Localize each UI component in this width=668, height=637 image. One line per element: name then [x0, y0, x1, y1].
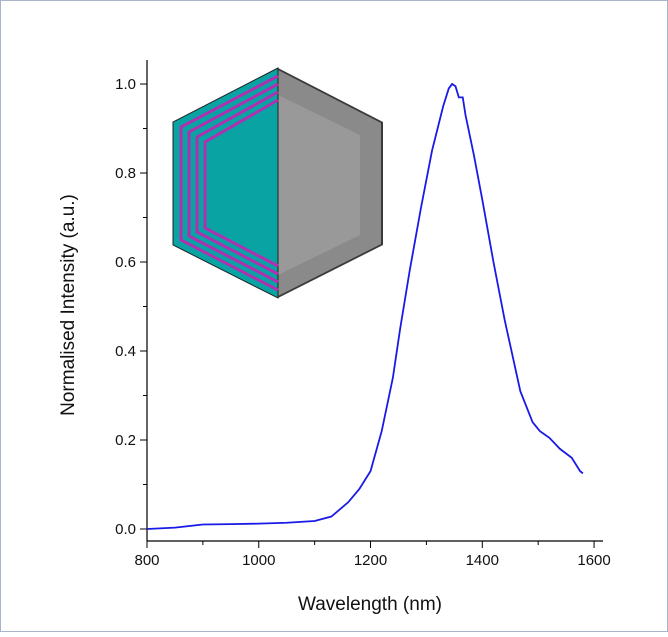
y-tick-label: 0.8	[115, 165, 136, 182]
y-axis-title: Normalised Intensity (a.u.)	[58, 194, 79, 416]
y-tick-label: 1.0	[115, 76, 136, 93]
x-tick-label: 1000	[242, 552, 275, 569]
y-tick-label: 0.0	[115, 521, 136, 538]
inset-image	[172, 67, 383, 299]
x-axis-title: Wavelength (nm)	[298, 594, 442, 615]
x-tick-label: 800	[134, 552, 159, 569]
data-line	[146, 82, 584, 530]
x-tick-label: 1400	[466, 552, 499, 569]
x-tick-label: 1200	[354, 552, 387, 569]
y-tick-label: 0.4	[115, 343, 136, 360]
y-tick-label: 0.6	[115, 254, 136, 271]
x-tick-label: 1600	[577, 552, 610, 569]
y-tick-label: 0.2	[115, 432, 136, 449]
